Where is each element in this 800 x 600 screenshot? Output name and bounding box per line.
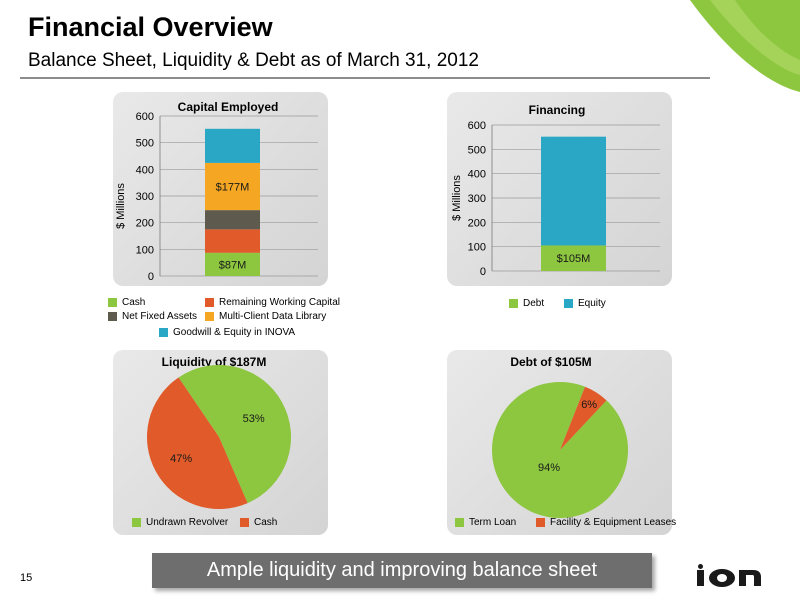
legend-label: Debt: [523, 298, 545, 309]
legend-item-cash: Cash: [108, 297, 145, 308]
legend-swatch: [159, 328, 168, 337]
pie-slice-label: 94%: [538, 462, 560, 474]
y-tick-label: 600: [468, 120, 486, 132]
legend-label: Multi-Client Data Library: [219, 311, 327, 322]
bar-segment-2: [205, 229, 260, 253]
y-tick-label: 300: [136, 191, 154, 203]
y-tick-label: 400: [468, 169, 486, 181]
legend-item-facility-equipment-leases: Facility & Equipment Leases: [536, 517, 676, 528]
y-tick-label: 100: [468, 242, 486, 254]
legend-swatch: [240, 518, 249, 527]
y-tick-label: 400: [136, 164, 154, 176]
y-axis-label: $ Millions: [115, 183, 127, 229]
pie-slice-label: 47%: [170, 453, 192, 465]
legend-item-term-loan: Term Loan: [455, 517, 516, 528]
page-number: 15: [20, 572, 33, 584]
legend-label: Cash: [122, 297, 146, 308]
pie-slice-label: 53%: [243, 413, 265, 425]
legend-label: Remaining Working Capital: [219, 297, 340, 308]
legend-item-cash-liquidity: Cash: [240, 517, 277, 528]
legend-swatch: [455, 518, 464, 527]
y-tick-label: 200: [468, 217, 486, 229]
legend-item-goodwill-equity-inova: Goodwill & Equity in INOVA: [159, 327, 295, 338]
legend-item-net-fixed-assets: Net Fixed Assets: [108, 311, 197, 322]
legend-item-equity: Equity: [564, 298, 606, 309]
corner-swoosh-graphic: [690, 0, 800, 92]
legend-label: Equity: [578, 298, 606, 309]
pie-slice-2: [560, 386, 607, 450]
legend-item-undrawn-revolver: Undrawn Revolver: [132, 517, 228, 528]
y-tick-label: 500: [136, 138, 154, 150]
legend-label: Net Fixed Assets: [122, 311, 198, 322]
bar-segment-2: [541, 136, 606, 246]
bar-segment-1: [205, 252, 260, 276]
legend-item-remaining-working-capital: Remaining Working Capital: [205, 297, 340, 308]
page-title: Financial Overview: [28, 12, 273, 42]
bar-data-label: $87M: [219, 259, 247, 271]
y-tick-label: 200: [136, 218, 154, 230]
y-tick-label: 600: [136, 111, 154, 123]
legend-swatch: [205, 298, 214, 307]
y-tick-label: 0: [148, 271, 154, 283]
legend-swatch: [509, 299, 518, 308]
legend-swatch: [536, 518, 545, 527]
legend-swatch: [108, 312, 117, 321]
chart-title: Financing: [529, 103, 586, 117]
chart-title: Liquidity of $187M: [162, 355, 267, 369]
legend-label: Cash: [254, 517, 278, 528]
legend-label: Term Loan: [469, 517, 517, 528]
y-axis-label: $ Millions: [451, 175, 463, 221]
ion-logo: [697, 564, 761, 587]
legend-label: Facility & Equipment Leases: [550, 517, 677, 528]
y-tick-label: 500: [468, 144, 486, 156]
legend-swatch: [564, 299, 573, 308]
takeaway-banner: Ample liquidity and improving balance sh…: [152, 553, 652, 588]
chart-title: Debt of $105M: [510, 355, 591, 369]
chart-title: Capital Employed: [178, 100, 279, 114]
y-tick-label: 0: [480, 266, 486, 278]
page-subtitle: Balance Sheet, Liquidity & Debt as of Ma…: [28, 50, 479, 71]
legend-swatch: [108, 298, 117, 307]
bar-segment-4: [205, 162, 260, 211]
y-tick-label: 300: [468, 193, 486, 205]
pie-slice-1: [178, 365, 291, 504]
header-divider: [20, 77, 710, 79]
legend-swatch: [205, 312, 214, 321]
bar-data-label: $105M: [557, 253, 591, 265]
pie-slice-label: 6%: [581, 399, 597, 411]
legend-swatch: [132, 518, 141, 527]
legend-label: Goodwill & Equity in INOVA: [173, 327, 296, 338]
legend-label: Undrawn Revolver: [146, 517, 229, 528]
legend-item-debt: Debt: [509, 298, 544, 309]
bar-data-label: $177M: [216, 182, 250, 194]
pie-slice-1: [491, 381, 628, 518]
pie-slice-2: [146, 377, 248, 509]
bar-segment-5: [205, 128, 260, 163]
y-tick-label: 100: [136, 244, 154, 256]
legend-item-multi-client-data-library: Multi-Client Data Library: [205, 311, 326, 322]
bar-segment-3: [205, 210, 260, 230]
bar-segment-1: [541, 245, 606, 271]
